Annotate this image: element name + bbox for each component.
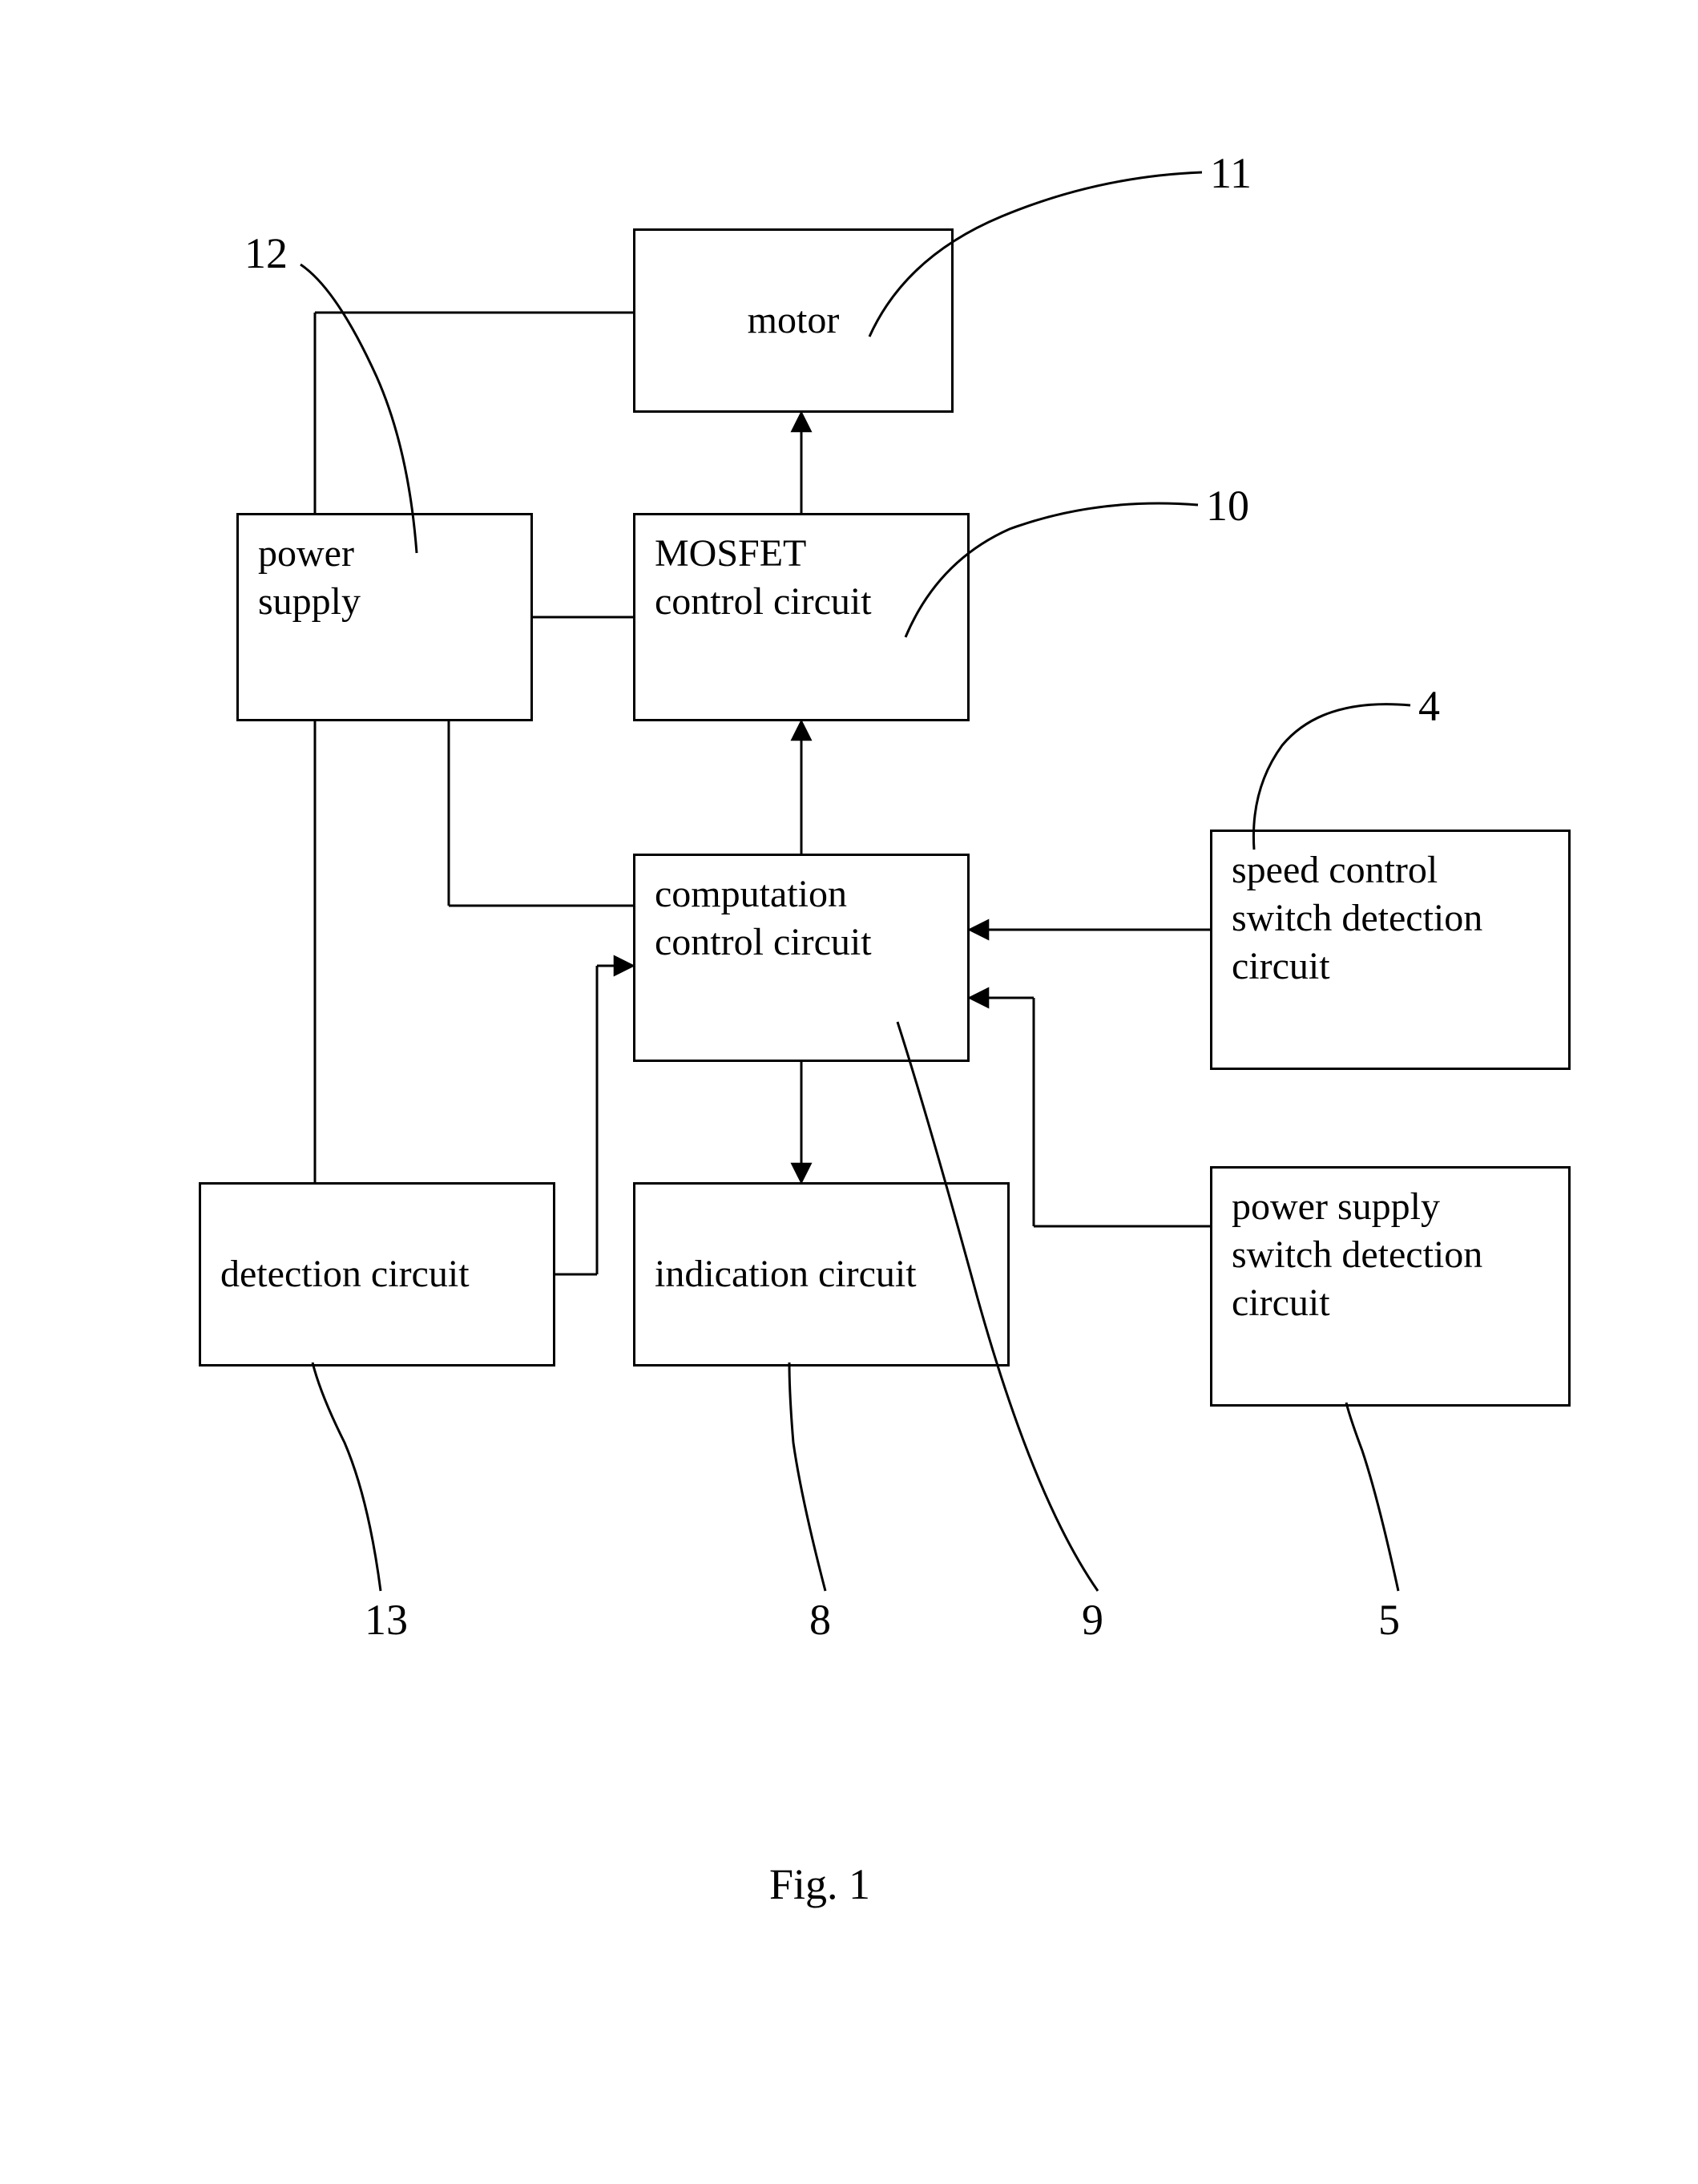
block-pssw-label: power supply switch detection circuit: [1232, 1183, 1482, 1327]
figure-caption: Fig. 1: [769, 1859, 870, 1909]
block-power-supply: power supply: [236, 513, 533, 721]
block-computation-label: computation control circuit: [655, 870, 872, 967]
refnum-11: 11: [1210, 148, 1252, 198]
refnum-12: 12: [244, 228, 288, 278]
block-computation: computation control circuit: [633, 854, 970, 1062]
block-mosfet: MOSFET control circuit: [633, 513, 970, 721]
refnum-13: 13: [365, 1595, 408, 1645]
block-power-supply-label: power supply: [258, 530, 361, 626]
block-motor: motor: [633, 228, 954, 413]
refnum-4: 4: [1418, 681, 1440, 731]
refnum-9: 9: [1082, 1595, 1103, 1645]
block-speed-control: speed control switch detection circuit: [1210, 830, 1571, 1070]
block-indication: indication circuit: [633, 1182, 1010, 1367]
refnum-5: 5: [1378, 1595, 1400, 1645]
block-detection: detection circuit: [199, 1182, 555, 1367]
refnum-10: 10: [1206, 481, 1249, 531]
block-speed-control-label: speed control switch detection circuit: [1232, 846, 1482, 991]
block-indication-label: indication circuit: [655, 1250, 917, 1298]
block-mosfet-label: MOSFET control circuit: [655, 530, 872, 626]
block-detection-label: detection circuit: [220, 1250, 470, 1298]
block-motor-label: motor: [748, 297, 840, 345]
refnum-8: 8: [809, 1595, 831, 1645]
block-pssw: power supply switch detection circuit: [1210, 1166, 1571, 1407]
